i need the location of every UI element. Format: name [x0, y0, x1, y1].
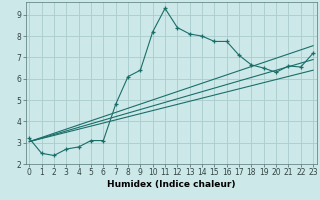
X-axis label: Humidex (Indice chaleur): Humidex (Indice chaleur)	[107, 180, 236, 189]
